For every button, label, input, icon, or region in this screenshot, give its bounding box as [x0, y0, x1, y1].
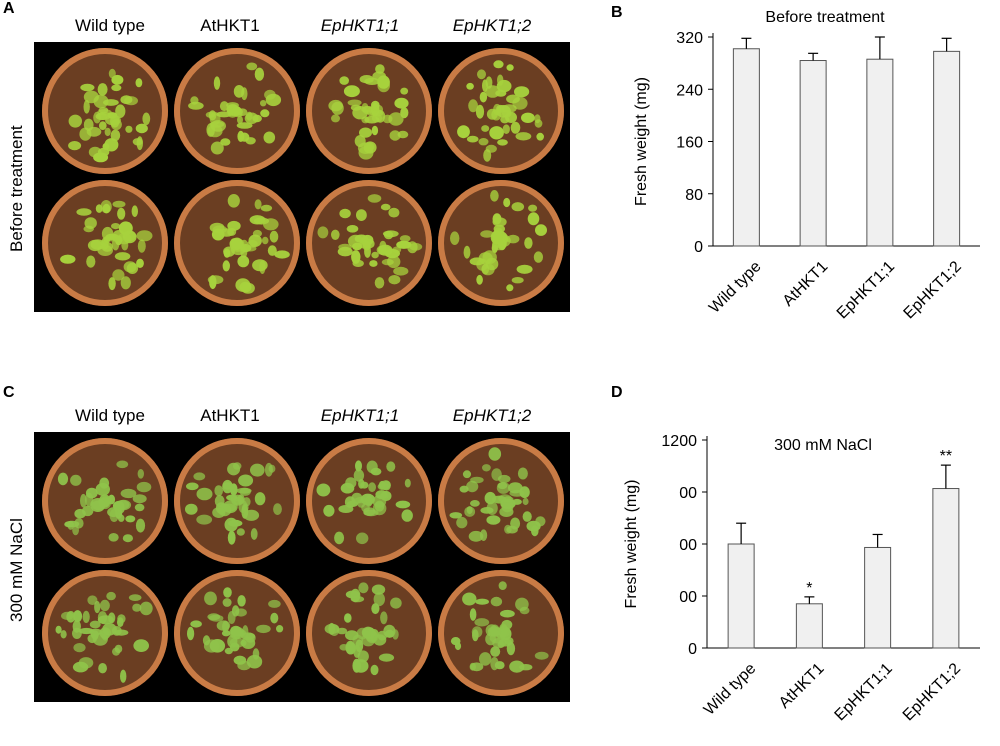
bar	[932, 488, 960, 649]
plant-pot	[42, 180, 168, 306]
genotype-label: AtHKT1	[200, 406, 260, 425]
pot-rim	[438, 48, 564, 174]
y-tick-label: 240	[676, 82, 703, 99]
bar	[727, 543, 755, 649]
plant-pot	[42, 48, 168, 174]
panel-label-b: B	[611, 4, 623, 21]
x-tick-label: AtHKT1	[776, 660, 828, 712]
plant-pot	[42, 438, 168, 564]
photo-side-label: Before treatment	[7, 125, 26, 252]
pot-rim	[306, 180, 432, 306]
pot-rim	[306, 48, 432, 174]
plant-pot	[174, 180, 300, 306]
bar	[732, 48, 760, 247]
x-tick-label: EpHKT1;2	[900, 660, 964, 724]
plant-pot	[174, 438, 300, 564]
y-tick-label: 00	[679, 485, 697, 502]
significance-marker: **	[940, 448, 952, 465]
y-tick-label: 00	[679, 537, 697, 554]
genotype-label: EpHKT1;1	[320, 406, 400, 425]
pot-rim	[438, 180, 564, 306]
panel-label-d: D	[611, 384, 623, 401]
genotype-label: EpHKT1;2	[452, 16, 532, 35]
chart-title: 300 mM NaCl	[774, 437, 872, 454]
x-tick-label: Wild type	[706, 258, 765, 317]
panel-label-a: A	[3, 0, 15, 17]
pot-rim	[174, 180, 300, 306]
y-axis-label: Fresh weight (mg)	[633, 77, 650, 206]
y-axis-label: Fresh weight (mg)	[623, 480, 640, 609]
plant-pot	[306, 180, 432, 306]
pot-rim	[42, 438, 168, 564]
pot-rim	[306, 570, 432, 696]
y-tick-label: 320	[676, 30, 703, 47]
bar	[933, 50, 961, 247]
panel-label-c: C	[3, 384, 15, 401]
plant-pot	[42, 570, 168, 696]
y-tick-label: 0	[688, 641, 697, 658]
pot-rim	[174, 570, 300, 696]
x-tick-label: EpHKT1;1	[832, 660, 896, 724]
plant-pot	[438, 48, 564, 174]
genotype-label: EpHKT1;1	[320, 16, 400, 35]
genotype-label: Wild type	[75, 406, 145, 425]
pot-rim	[174, 438, 300, 564]
pot-rim	[174, 48, 300, 174]
genotype-label: Wild type	[75, 16, 145, 35]
plant-pot	[306, 438, 432, 564]
pot-rim	[42, 180, 168, 306]
y-tick-label: 0	[694, 239, 703, 256]
bar	[864, 546, 892, 649]
plant-photo-before-treatment	[34, 42, 570, 312]
y-tick-label: 00	[679, 589, 697, 606]
photo-side-label: 300 mM NaCl	[7, 518, 26, 622]
genotype-label: AtHKT1	[200, 16, 260, 35]
pot-rim	[42, 570, 168, 696]
chart-b-before-treatment: Before treatment Fresh weight (mg) 0 80 160 2…	[633, 9, 980, 322]
plant-pot	[438, 180, 564, 306]
y-tick-label: 160	[676, 135, 703, 152]
plant-pot	[438, 438, 564, 564]
bar	[866, 58, 894, 247]
plant-pot	[174, 570, 300, 696]
pot-rim	[438, 570, 564, 696]
bar	[795, 603, 823, 649]
x-tick-label: EpHKT1;1	[834, 258, 898, 322]
plant-pot	[174, 48, 300, 174]
chart-title: Before treatment	[765, 9, 885, 26]
bar	[799, 60, 827, 247]
y-tick-label: 80	[685, 187, 703, 204]
plant-pot	[306, 48, 432, 174]
x-tick-label: AtHKT1	[780, 258, 832, 310]
genotype-label: EpHKT1;2	[452, 406, 532, 425]
x-tick-label: EpHKT1;2	[901, 258, 965, 322]
pot-rim	[438, 438, 564, 564]
plant-pot	[438, 570, 564, 696]
y-tick-label: 1200	[661, 433, 697, 450]
pot-rim	[42, 48, 168, 174]
plant-pot	[306, 570, 432, 696]
pot-rim	[306, 438, 432, 564]
x-tick-label: Wild type	[701, 660, 760, 719]
significance-marker: *	[806, 580, 812, 597]
plant-photo-300mm-nacl	[34, 432, 570, 702]
